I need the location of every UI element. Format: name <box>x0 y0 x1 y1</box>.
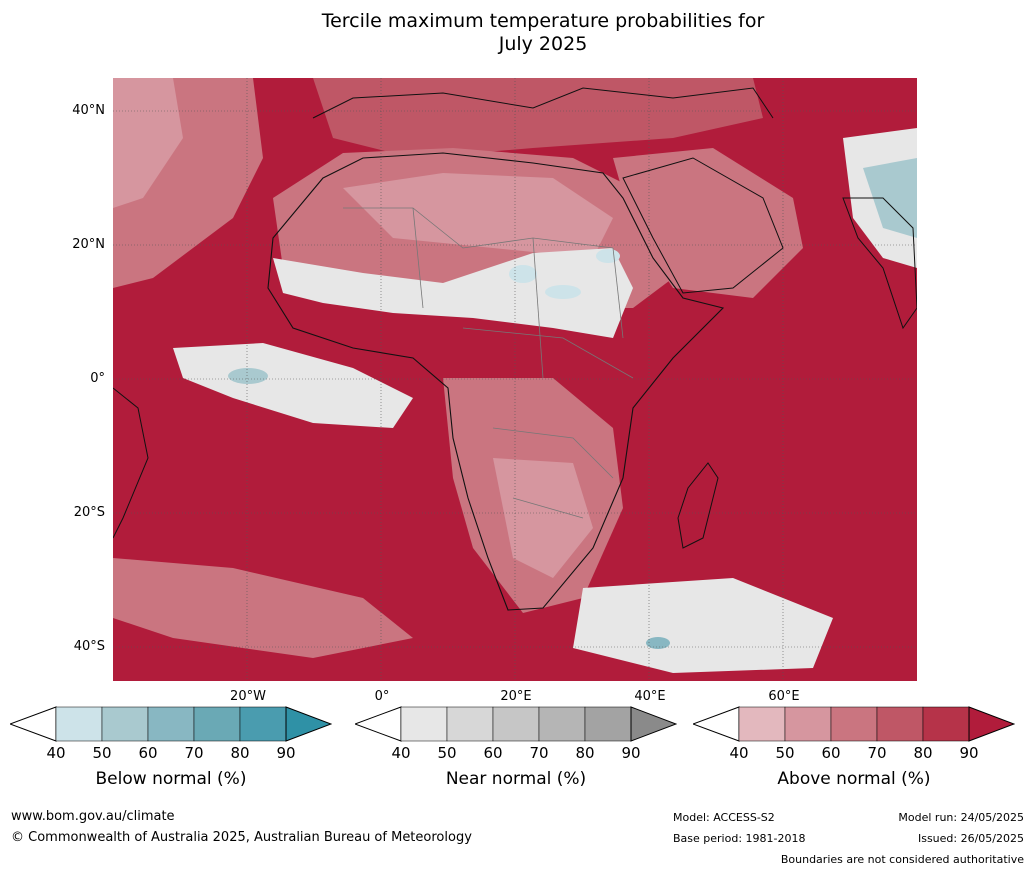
south-indian-below-normal <box>646 637 670 649</box>
lon-label-60e: 60°E <box>768 689 800 704</box>
sahel-below-normal-3 <box>596 249 620 263</box>
above-tick-80: 80 <box>913 744 933 762</box>
sahel-near-normal <box>273 248 633 338</box>
lat-label-0: 0° <box>90 371 105 386</box>
disclaimer-text: Boundaries are not considered authoritat… <box>780 853 1024 866</box>
lon-label-20w: 20°W <box>230 689 266 704</box>
probability-map <box>113 78 917 681</box>
lon-label-0: 0° <box>374 689 390 704</box>
near-tick-60: 60 <box>483 744 503 762</box>
below-normal-swatch-4 <box>193 706 241 742</box>
below-tick-60: 60 <box>138 744 158 762</box>
atlantic-near-normal <box>173 343 413 428</box>
near-normal-low-triangle <box>355 706 402 742</box>
below-tick-70: 70 <box>184 744 204 762</box>
below-normal-swatch-3 <box>147 706 195 742</box>
near-normal-swatch-1 <box>400 706 448 742</box>
above-normal-swatch-5 <box>922 706 970 742</box>
near-normal-swatch-4 <box>538 706 586 742</box>
north-atlantic-light <box>113 78 183 208</box>
below-normal-swatch-5 <box>239 706 287 742</box>
sahel-below-normal-2 <box>545 285 581 299</box>
below-normal-swatch-2 <box>101 706 149 742</box>
india-coastline <box>842 197 917 330</box>
issued-text: Issued: 26/05/2025 <box>917 832 1024 845</box>
near-normal-colorbar <box>355 706 677 742</box>
below-tick-40: 40 <box>46 744 66 762</box>
model-run-text: Model run: 24/05/2025 <box>898 811 1024 824</box>
lat-label-20s: 20°S <box>73 505 105 520</box>
website-link[interactable]: www.bom.gov.au/climate <box>11 809 175 824</box>
title-line-2: July 2025 <box>498 33 588 55</box>
above-normal-colorbar <box>693 706 1015 742</box>
atlantic-below-normal <box>228 368 268 384</box>
below-normal-colorbar <box>10 706 332 742</box>
below-normal-swatch-1 <box>55 706 103 742</box>
near-normal-swatch-3 <box>492 706 540 742</box>
near-normal-high-triangle <box>630 706 677 742</box>
above-normal-low-triangle <box>693 706 740 742</box>
below-normal-high-triangle <box>285 706 332 742</box>
below-normal-low-triangle <box>10 706 57 742</box>
below-tick-80: 80 <box>230 744 250 762</box>
near-normal-swatch-5 <box>584 706 632 742</box>
near-normal-label: Near normal (%) <box>445 769 587 789</box>
near-tick-50: 50 <box>437 744 457 762</box>
lat-label-40n: 40°N <box>72 103 105 118</box>
lat-label-40s: 40°S <box>73 639 105 654</box>
title-line-1: Tercile maximum temperature probabilitie… <box>321 10 765 32</box>
above-normal-swatch-2 <box>784 706 832 742</box>
near-normal-swatch-2 <box>446 706 494 742</box>
arabia-shade <box>613 148 803 298</box>
base-period-text: Base period: 1981-2018 <box>673 832 806 845</box>
southern-africa-light <box>493 458 593 578</box>
africa-coastline <box>267 152 725 611</box>
sahara-light <box>343 173 613 258</box>
below-tick-90: 90 <box>276 744 296 762</box>
above-tick-40: 40 <box>729 744 749 762</box>
near-tick-80: 80 <box>575 744 595 762</box>
above-tick-70: 70 <box>867 744 887 762</box>
graticule <box>113 78 917 681</box>
madagascar-coastline <box>677 462 719 549</box>
model-text: Model: ACCESS-S2 <box>673 811 775 824</box>
near-tick-40: 40 <box>391 744 411 762</box>
below-normal-label: Below normal (%) <box>95 769 247 789</box>
above-normal-label: Above normal (%) <box>777 769 931 789</box>
above-normal-high-triangle <box>968 706 1015 742</box>
lon-label-40e: 40°E <box>634 689 666 704</box>
above-tick-60: 60 <box>821 744 841 762</box>
lat-label-20n: 20°N <box>72 237 105 252</box>
above-normal-swatch-4 <box>876 706 924 742</box>
above-tick-50: 50 <box>775 744 795 762</box>
below-tick-50: 50 <box>92 744 112 762</box>
above-tick-90: 90 <box>959 744 979 762</box>
arabia-coastline <box>622 157 784 294</box>
south-atlantic-shade <box>113 558 413 658</box>
sahel-below-normal-1 <box>509 265 537 283</box>
copyright-text: © Commonwealth of Australia 2025, Austra… <box>11 830 472 845</box>
south-america-coastline <box>113 387 149 539</box>
above-normal-swatch-3 <box>830 706 878 742</box>
above-normal-swatch-1 <box>738 706 786 742</box>
europe-coastline <box>312 87 774 119</box>
country-boundaries <box>343 207 634 519</box>
near-tick-70: 70 <box>529 744 549 762</box>
near-tick-90: 90 <box>621 744 641 762</box>
europe-shade <box>313 78 763 158</box>
lon-label-20e: 20°E <box>500 689 532 704</box>
map-svg <box>113 78 917 681</box>
map-title: Tercile maximum temperature probabilitie… <box>0 10 1035 56</box>
south-indian-near-normal <box>573 578 833 673</box>
